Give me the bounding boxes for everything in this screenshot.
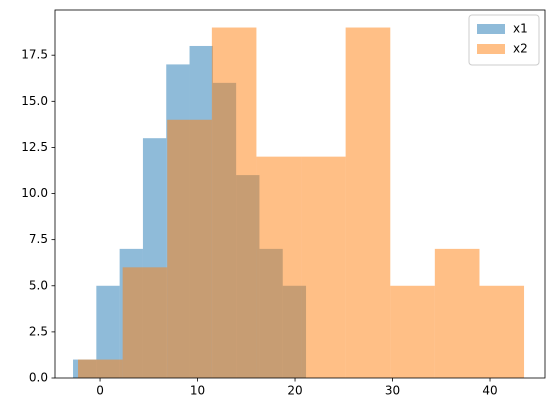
histogram-bar <box>479 285 525 378</box>
histogram-bar <box>211 27 257 379</box>
y-tick-label: 0.0 <box>29 371 48 385</box>
x-tick-label: 20 <box>287 384 302 398</box>
histogram-bar <box>301 156 346 378</box>
x-tick-label: 40 <box>482 384 497 398</box>
y-tick-label: 7.5 <box>29 232 48 246</box>
x-tick-label: 0 <box>96 384 104 398</box>
legend-swatch <box>477 24 505 34</box>
legend-box <box>468 14 540 66</box>
histogram-bar <box>78 359 123 378</box>
y-tick-label: 15.0 <box>21 94 48 108</box>
histogram-bar <box>167 119 212 378</box>
plot-frame <box>54 9 546 379</box>
x-tick-label: 10 <box>190 384 205 398</box>
y-tick-label: 5.0 <box>29 278 48 292</box>
histogram-bar <box>122 267 168 378</box>
legend-swatch <box>477 44 505 54</box>
histogram-bar <box>390 285 435 378</box>
legend-label: x2 <box>513 42 528 56</box>
histogram-bar <box>434 248 480 378</box>
y-tick-label: 17.5 <box>21 48 48 62</box>
histogram-bar <box>345 27 391 379</box>
y-tick-label: 2.5 <box>29 324 48 338</box>
histogram-bar <box>256 156 302 378</box>
y-tick-label: 12.5 <box>21 140 48 154</box>
legend-label: x1 <box>513 22 528 36</box>
y-tick-label: 10.0 <box>21 186 48 200</box>
x-tick-label: 30 <box>385 384 400 398</box>
histogram-bar <box>96 285 120 378</box>
